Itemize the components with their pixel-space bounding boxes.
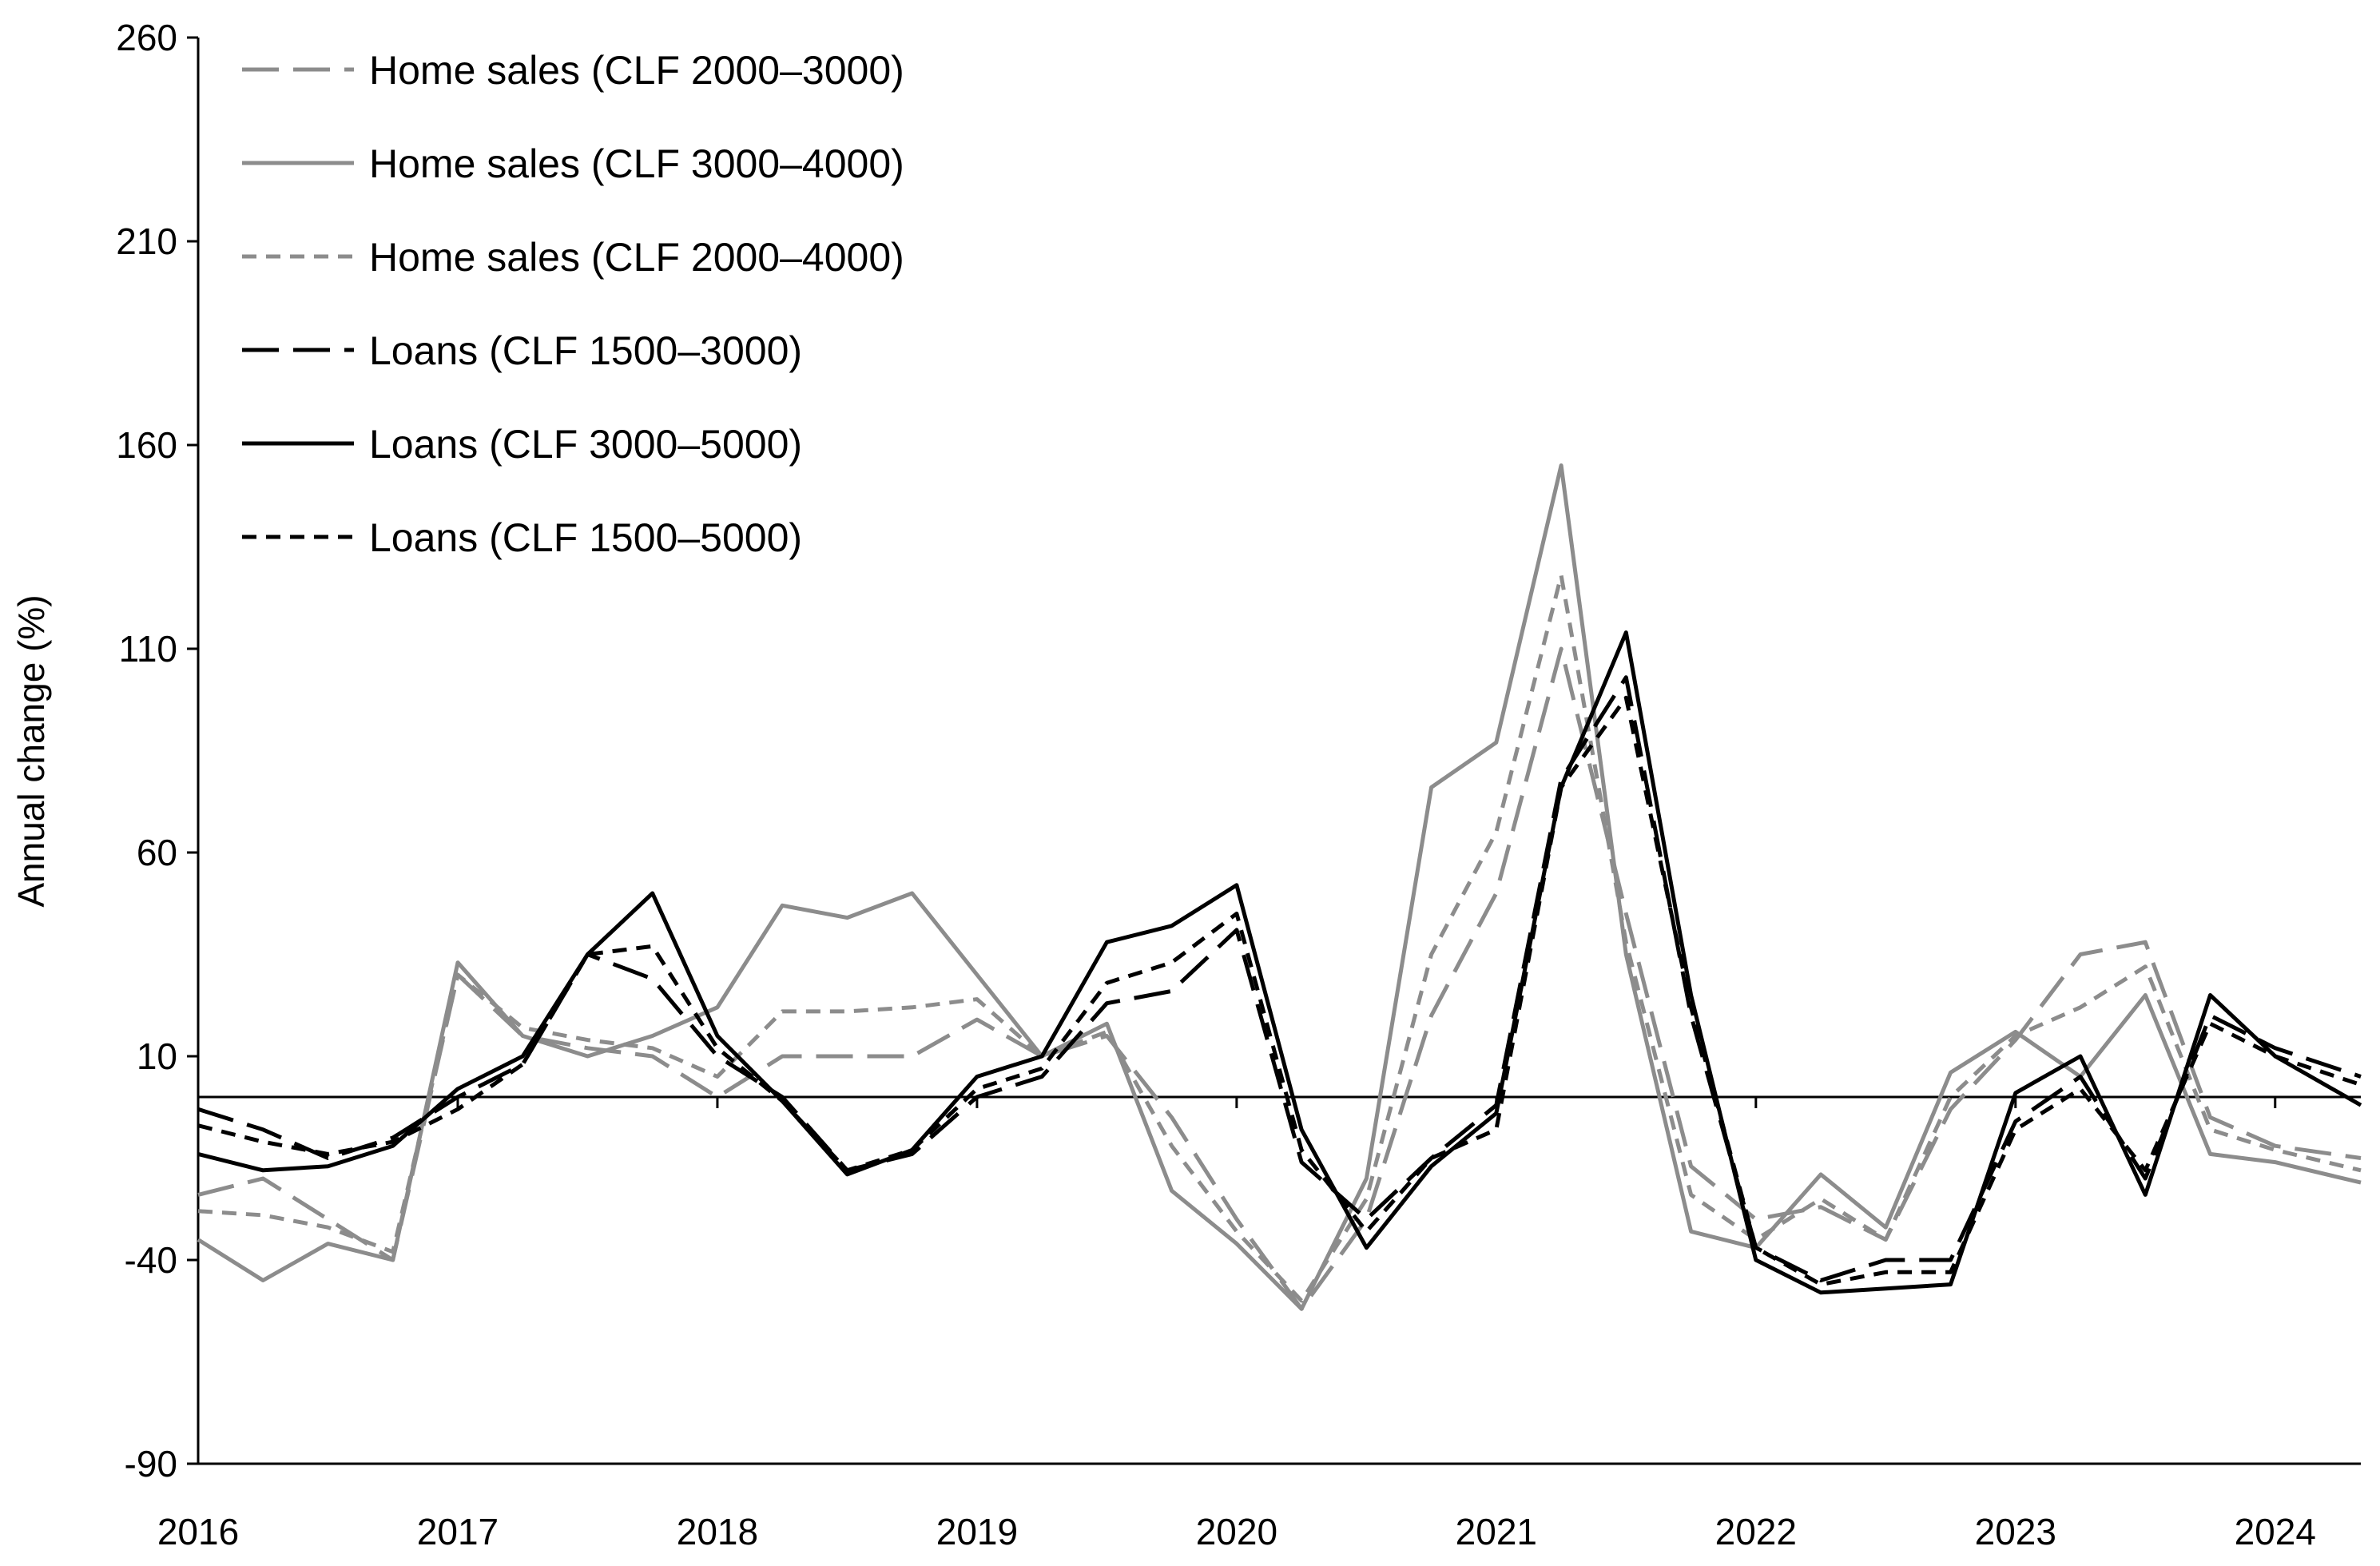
legend-label-5: Loans (CLF 3000–5000) [369,422,802,467]
x-tick-label: 2017 [417,1511,499,1552]
y-tick-label: 210 [116,221,177,262]
y-tick-label: 10 [137,1035,177,1077]
y-tick-label: 60 [137,832,177,873]
x-tick-label: 2021 [1456,1511,1537,1552]
legend-label-6: Loans (CLF 1500–5000) [369,515,802,560]
y-tick-label: -90 [125,1443,177,1485]
y-tick-label: 160 [116,424,177,466]
series-line-4 [197,675,2362,1282]
series-line-2 [197,463,2362,1311]
x-tick-label: 2018 [677,1511,758,1552]
x-tick-label: 2020 [1196,1511,1277,1552]
x-tick-label: 2023 [1975,1511,2056,1552]
series-line-1 [197,646,2362,1311]
legend-label-2: Home sales (CLF 3000–4000) [369,141,904,186]
y-tick-label: 110 [119,628,177,670]
series-line-3 [197,573,2362,1303]
x-tick-label: 2022 [1715,1511,1797,1552]
series-line-5 [197,630,2362,1295]
axes-layer: 260 210 160 110 60 10 -40 -90 2016 2017 2018 2019 20… [116,17,2361,1552]
legend: Home sales (CLF 2000–3000) Home sales (CL… [242,48,904,560]
series-line-6 [197,695,2362,1287]
legend-label-1: Home sales (CLF 2000–3000) [369,48,904,93]
x-tick-label: 2016 [157,1511,239,1552]
x-tick-label: 2024 [2235,1511,2316,1552]
legend-label-4: Loans (CLF 1500–3000) [369,328,802,373]
series-layer [197,463,2362,1311]
legend-label-3: Home sales (CLF 2000–4000) [369,235,904,280]
y-tick-label: -40 [125,1239,177,1281]
y-tick-label: 260 [116,17,177,58]
x-tick-label: 2019 [936,1511,1018,1552]
y-axis-title: Annual change (%) [10,594,52,907]
